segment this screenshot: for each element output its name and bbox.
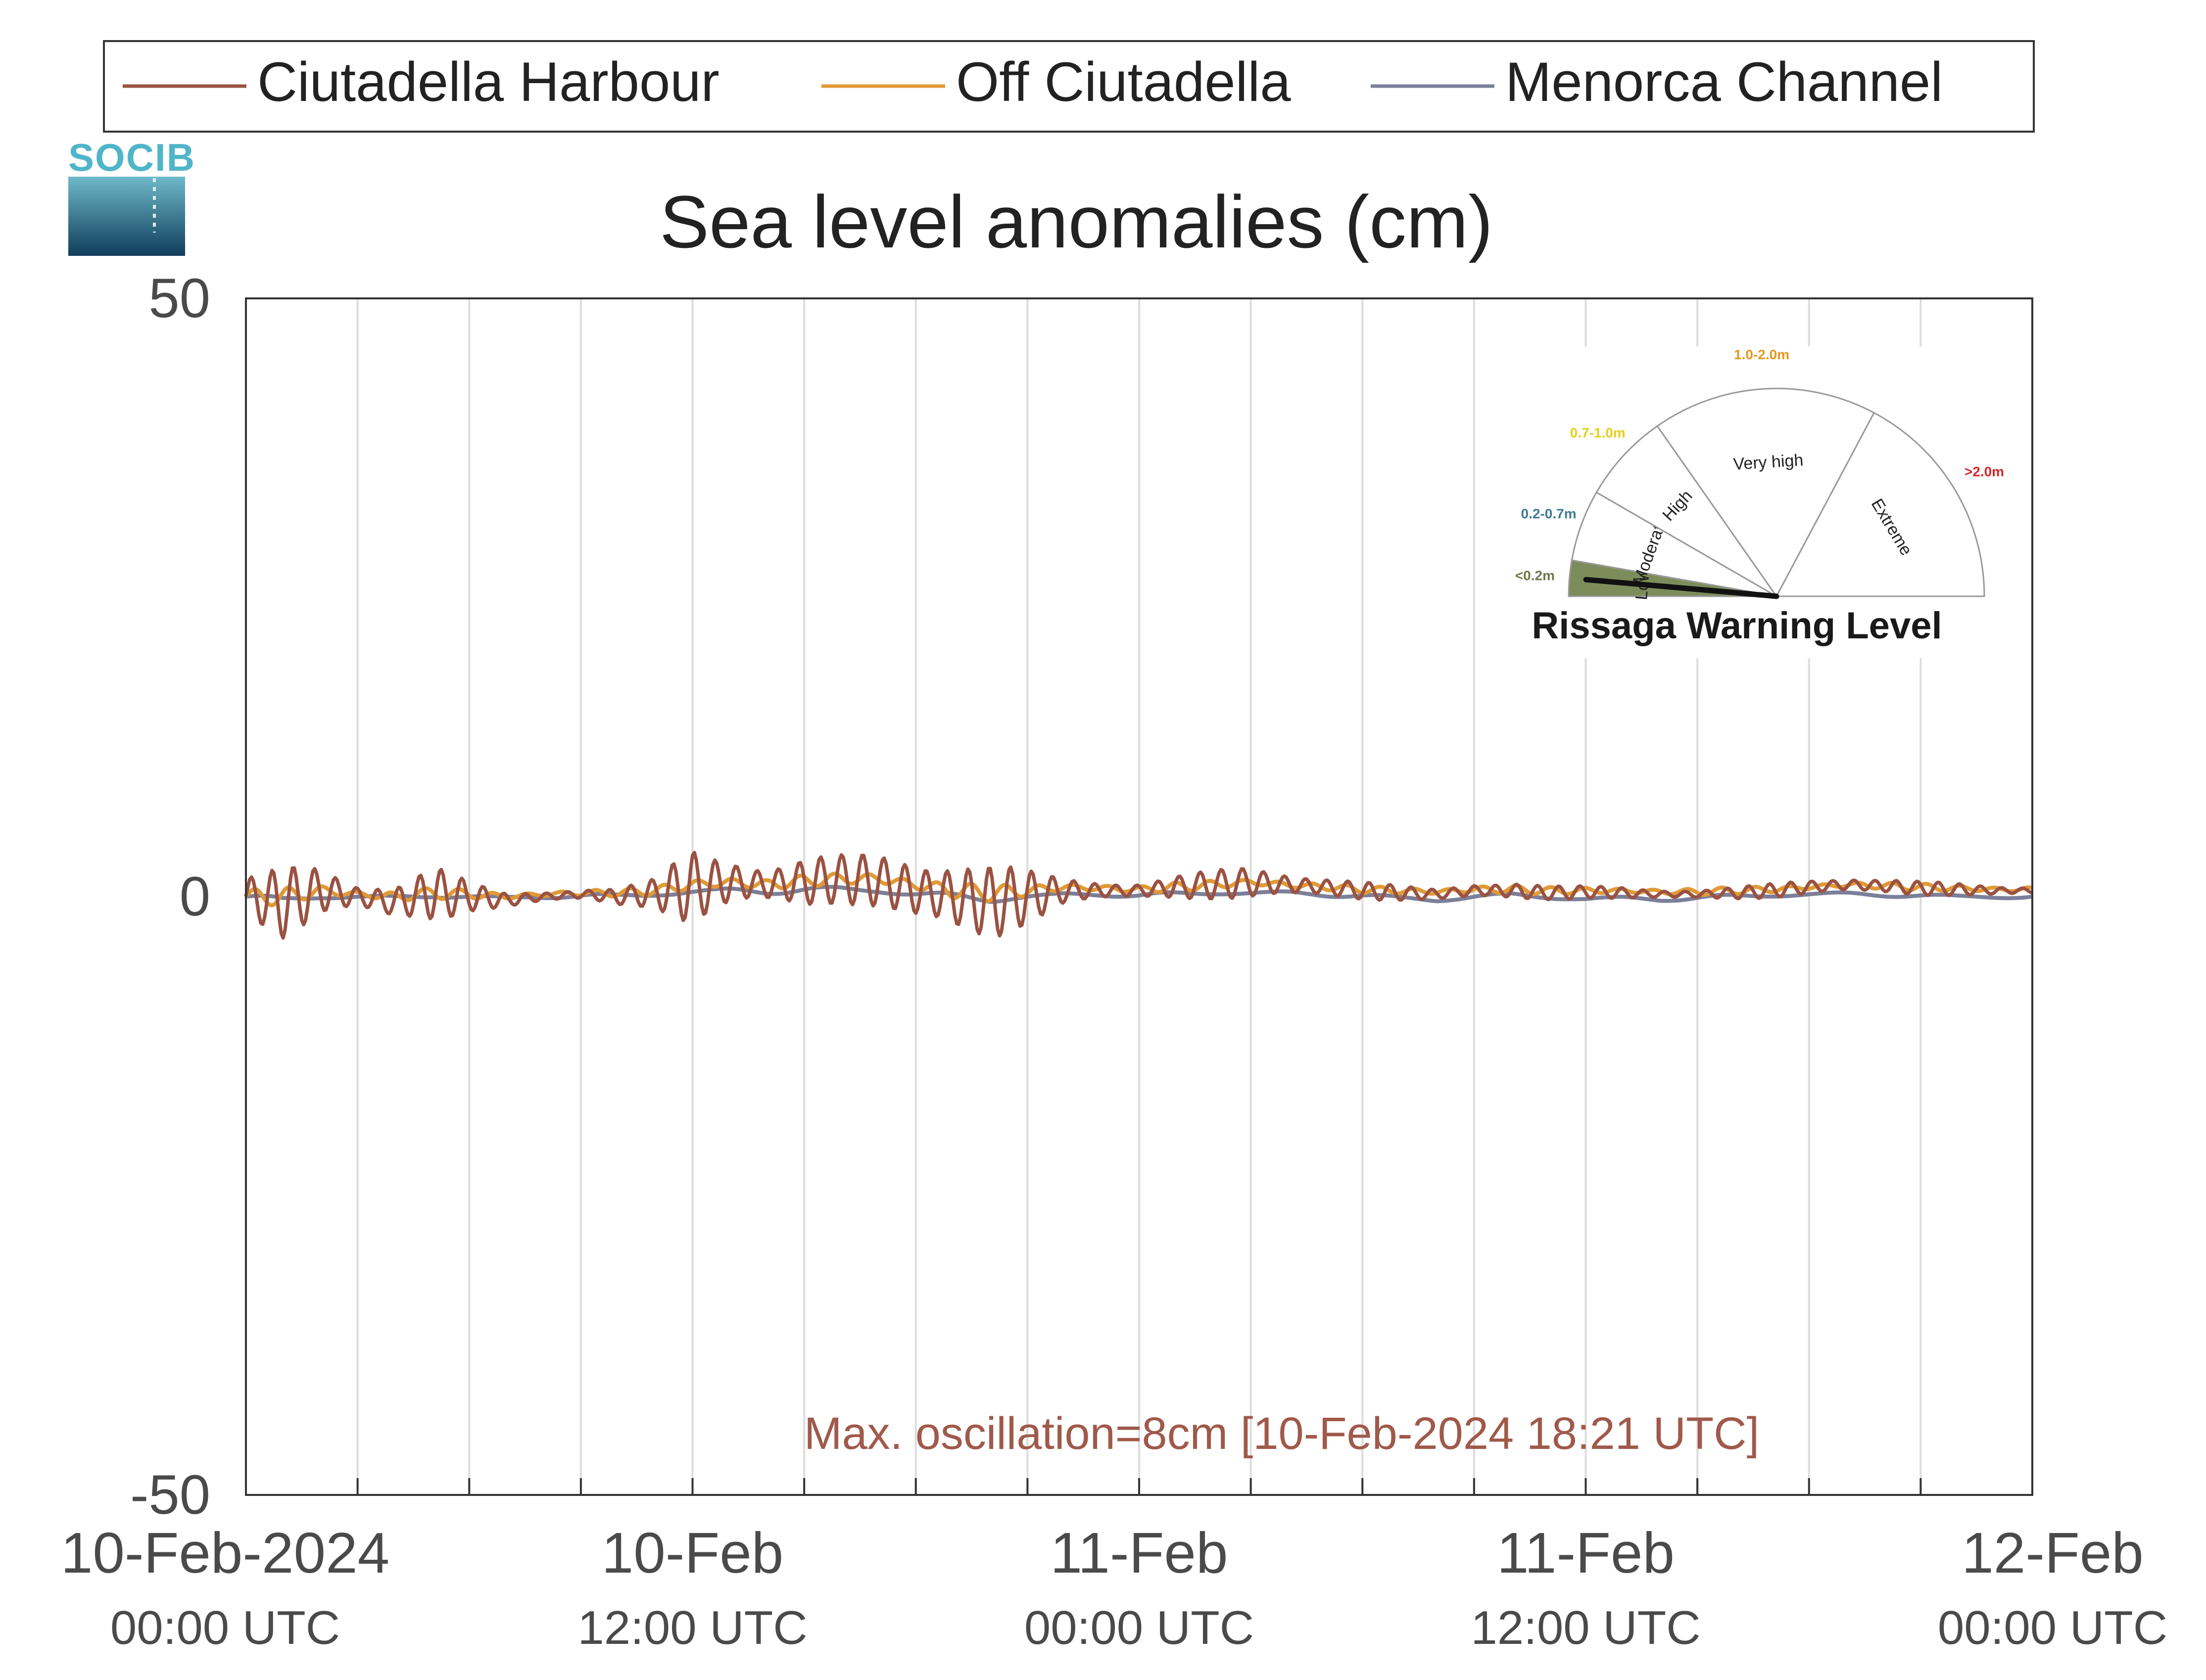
legend-label-2: Menorca Channel [1505, 51, 1943, 113]
socib-logo: SOCIB [68, 136, 195, 256]
x-tick-time-0: 00:00 UTC [110, 1601, 340, 1654]
gauge-sector-1 [1571, 491, 1777, 597]
gauge-sector-4 [1775, 412, 1985, 597]
x-tick-marks [245, 1478, 2033, 1495]
y-tick-label-0: 50 [148, 267, 210, 329]
logo-graphic [68, 177, 185, 256]
series-layer [244, 851, 2033, 940]
gauge-sector-2 [1595, 425, 1777, 597]
legend-label-0: Ciutadella Harbour [257, 51, 719, 113]
x-tick-time-1: 12:00 UTC [577, 1601, 807, 1654]
x-tick-time-2: 00:00 UTC [1024, 1601, 1254, 1654]
y-tick-label-2: -50 [130, 1464, 210, 1526]
logo-text: SOCIB [68, 136, 195, 179]
legend: Ciutadella Harbour Off Ciutadella Menorca … [103, 40, 2035, 133]
x-tick-time-4: 00:00 UTC [1938, 1601, 2167, 1654]
rissaga-gauge: Low<0.2mModerate0.2-0.7mHigh0.7-1.0mVery… [1494, 346, 2014, 658]
chart-title: Sea level anomalies (cm) [660, 180, 1493, 263]
x-tick-date-2: 11-Feb [1051, 1521, 1228, 1585]
legend-box [103, 40, 2035, 133]
y-axis-labels: 50 0 -50 [130, 267, 210, 1526]
gauge-needle [1583, 576, 1779, 599]
gauge-range-label-1: 0.2-0.7m [1521, 506, 1577, 521]
max-oscillation-annotation: Max. oscillation=8cm [10-Feb-2024 18:21 … [804, 1408, 1759, 1459]
x-tick-date-0: 10-Feb-2024 [61, 1521, 389, 1585]
x-tick-date-1: 10-Feb [602, 1521, 784, 1585]
x-tick-time-3: 12:00 UTC [1471, 1601, 1700, 1654]
gauge-range-label-3: 1.0-2.0m [1734, 347, 1789, 362]
gauge-range-label-4: >2.0m [1965, 464, 2004, 480]
x-tick-date-4: 12-Feb [1962, 1521, 2144, 1585]
y-tick-label-1: 0 [180, 865, 210, 927]
gauge-sector-label-3: Very high [1733, 451, 1804, 474]
x-tick-date-3: 11-Feb [1497, 1521, 1675, 1585]
legend-label-1: Off Ciutadella [956, 51, 1291, 113]
series-line-0 [244, 851, 2033, 940]
gauge-sector-3 [1656, 387, 1875, 598]
gauge-title: Rissaga Warning Level [1532, 605, 1942, 647]
gauge-range-label-2: 0.7-1.0m [1570, 425, 1626, 440]
x-axis-labels: 10-Feb-2024 00:00 UTC 10-Feb 12:00 UTC 11-Fe… [61, 1521, 2167, 1654]
plot-area [244, 297, 2033, 1496]
gauge-range-label-0: <0.2m [1515, 568, 1555, 583]
